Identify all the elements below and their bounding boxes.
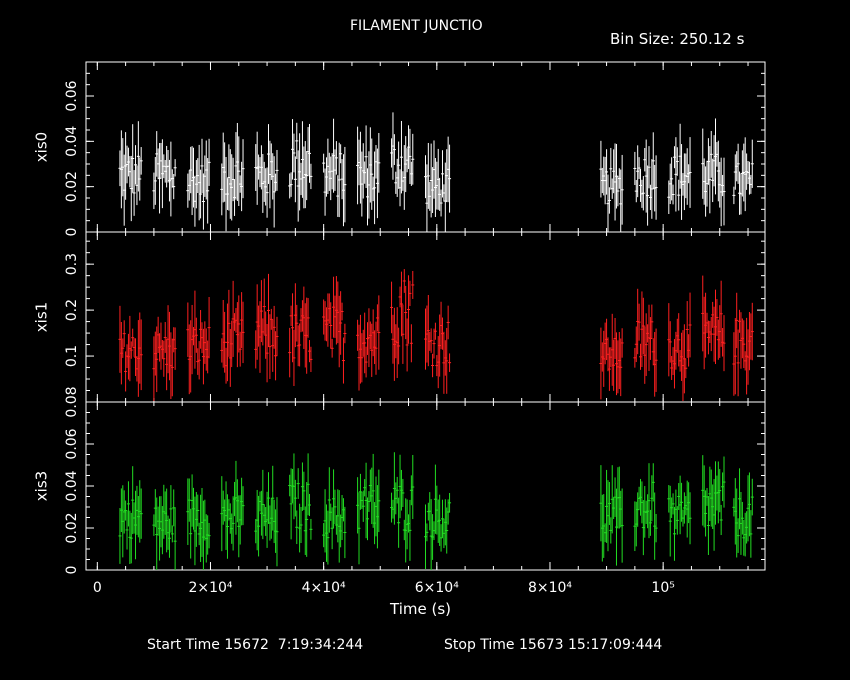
y-tick-label: 0.06 xyxy=(64,80,80,111)
x-tick-label: 0 xyxy=(93,580,102,596)
y-tick-label: 0.02 xyxy=(64,171,80,202)
series-label-xis1: xis1 xyxy=(33,302,51,332)
x-tick-label: 10⁵ xyxy=(651,580,674,596)
stop-time: Stop Time 15673 15:17:09:444 xyxy=(444,637,663,653)
y-tick-label: 0.02 xyxy=(64,512,80,543)
y-tick-label: 0.06 xyxy=(64,428,80,459)
y-tick-label: 0.3 xyxy=(64,253,80,275)
series-label-xis0: xis0 xyxy=(33,132,51,162)
y-tick-label: 0.08 xyxy=(64,386,80,417)
y-tick-label: 0.04 xyxy=(64,470,80,501)
y-tick-label: 0 xyxy=(64,566,80,575)
bin-size-label: Bin Size: 250.12 s xyxy=(610,30,745,48)
series-label-xis3: xis3 xyxy=(33,471,51,501)
x-tick-label: 2×10⁴ xyxy=(188,580,232,596)
chart-title: FILAMENT JUNCTIO xyxy=(350,18,483,34)
start-time: Start Time 15672 7:19:34:244 xyxy=(147,637,364,653)
y-tick-label: 0.2 xyxy=(64,299,80,321)
x-axis-label: Time (s) xyxy=(390,600,451,618)
y-tick-label: 0.04 xyxy=(64,126,80,157)
x-tick-label: 6×10⁴ xyxy=(415,580,459,596)
x-tick-label: 4×10⁴ xyxy=(302,580,346,596)
x-tick-label: 8×10⁴ xyxy=(528,580,572,596)
y-tick-label: 0.1 xyxy=(64,345,80,367)
y-tick-label: 0 xyxy=(64,228,80,237)
